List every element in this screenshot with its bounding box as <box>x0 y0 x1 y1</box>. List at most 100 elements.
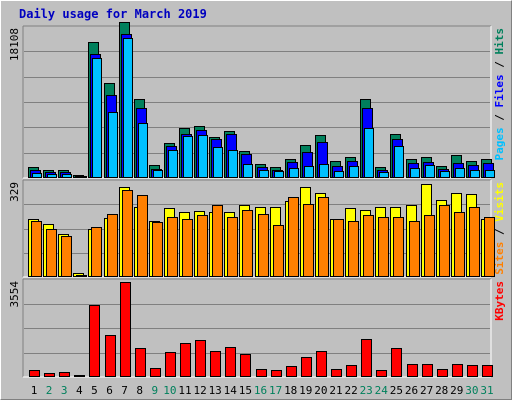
bar-sites-day-25 <box>393 217 404 277</box>
bar-pages-day-13 <box>213 147 223 178</box>
legend-part: KBytes <box>493 281 506 321</box>
x-tick-label-day-22: 22 <box>344 384 357 397</box>
x-tick-label-day-8: 8 <box>136 384 143 397</box>
x-tick-label-day-28: 28 <box>435 384 448 397</box>
bar-kbytes-day-7 <box>120 282 131 377</box>
bar-kbytes-day-18 <box>286 366 297 377</box>
x-tick-label-day-2: 2 <box>46 384 53 397</box>
x-tick-label-day-20: 20 <box>314 384 327 397</box>
bar-sites-day-13 <box>212 205 223 277</box>
x-tick-label-day-29: 29 <box>450 384 463 397</box>
bar-kbytes-day-28 <box>437 369 448 377</box>
bar-sites-day-21 <box>333 219 344 277</box>
bar-pages-day-12 <box>198 135 208 178</box>
bar-pages-day-31 <box>485 170 495 178</box>
bar-pages-day-19 <box>304 166 314 178</box>
legend-part: Visits <box>493 182 506 222</box>
bar-sites-day-26 <box>409 221 420 277</box>
bar-kbytes-day-6 <box>105 335 116 377</box>
bar-sites-day-22 <box>348 221 359 277</box>
bar-kbytes-day-29 <box>452 364 463 377</box>
bar-pages-day-6 <box>108 112 118 178</box>
bar-pages-day-9 <box>153 170 163 178</box>
bar-pages-day-20 <box>319 164 329 178</box>
bar-sites-day-28 <box>439 205 450 277</box>
bar-kbytes-day-1 <box>29 370 40 377</box>
bar-pages-day-30 <box>470 170 480 178</box>
bar-kbytes-day-4 <box>74 375 85 377</box>
bar-kbytes-day-16 <box>256 369 267 377</box>
bar-pages-day-23 <box>364 128 374 178</box>
bar-sites-day-6 <box>107 214 118 277</box>
bar-sites-day-5 <box>91 227 102 277</box>
x-tick-label-day-10: 10 <box>163 384 176 397</box>
bar-kbytes-day-20 <box>316 351 327 377</box>
y-max-label-hits-files-pages: 18108 <box>8 28 21 61</box>
bar-sites-day-14 <box>227 217 238 277</box>
x-tick-label-day-1: 1 <box>31 384 38 397</box>
bar-kbytes-day-3 <box>59 372 70 377</box>
bar-pages-day-1 <box>32 173 42 178</box>
bar-kbytes-day-12 <box>195 340 206 377</box>
legend-part: Hits <box>493 28 506 55</box>
x-tick-label-day-27: 27 <box>420 384 433 397</box>
bar-pages-day-17 <box>274 171 284 178</box>
x-tick-label-day-19: 19 <box>299 384 312 397</box>
bar-pages-day-21 <box>334 171 344 178</box>
chart-title: Daily usage for March 2019 <box>19 7 207 21</box>
bar-pages-day-15 <box>243 164 253 178</box>
bar-pages-day-25 <box>394 146 404 178</box>
x-tick-label-day-4: 4 <box>76 384 83 397</box>
series-legend-sites-visits: Sites / Visits <box>493 182 506 275</box>
bar-pages-day-2 <box>47 174 57 178</box>
bar-pages-day-7 <box>123 38 133 178</box>
bar-kbytes-day-5 <box>89 305 100 377</box>
x-tick-label-day-16: 16 <box>254 384 267 397</box>
bar-kbytes-day-15 <box>240 354 251 377</box>
y-max-label-sites-visits: 329 <box>8 182 21 202</box>
x-tick-label-day-23: 23 <box>360 384 373 397</box>
bar-sites-day-8 <box>137 195 148 277</box>
bar-pages-day-28 <box>440 171 450 178</box>
bar-pages-day-14 <box>228 150 238 178</box>
bar-kbytes-day-26 <box>407 364 418 377</box>
x-tick-label-day-11: 11 <box>178 384 191 397</box>
bar-sites-day-12 <box>197 215 208 277</box>
bar-kbytes-day-21 <box>331 369 342 377</box>
bar-sites-day-17 <box>273 225 284 277</box>
bar-kbytes-day-25 <box>391 348 402 377</box>
bar-kbytes-day-31 <box>482 365 493 377</box>
bar-pages-day-22 <box>349 166 359 178</box>
bar-kbytes-day-2 <box>44 373 55 377</box>
bar-kbytes-day-17 <box>271 370 282 377</box>
bar-sites-day-31 <box>484 217 495 277</box>
bar-kbytes-day-14 <box>225 347 236 377</box>
bar-pages-day-10 <box>168 150 178 178</box>
bar-kbytes-day-22 <box>346 365 357 377</box>
bar-sites-day-7 <box>122 190 133 277</box>
bar-kbytes-day-11 <box>180 343 191 377</box>
legend-part: / <box>493 55 506 75</box>
x-tick-label-day-9: 9 <box>151 384 158 397</box>
x-tick-label-day-12: 12 <box>193 384 206 397</box>
x-tick-label-day-31: 31 <box>480 384 493 397</box>
bar-sites-day-15 <box>242 210 253 277</box>
bar-sites-day-9 <box>152 222 163 277</box>
legend-part: / <box>493 222 506 242</box>
bar-kbytes-day-9 <box>150 368 161 377</box>
bar-sites-day-16 <box>258 214 269 277</box>
bar-sites-day-1 <box>31 221 42 277</box>
bar-sites-day-2 <box>46 229 57 277</box>
bar-sites-day-20 <box>318 197 329 277</box>
bar-sites-day-18 <box>288 197 299 277</box>
x-tick-label-day-13: 13 <box>209 384 222 397</box>
bar-sites-day-24 <box>378 217 389 277</box>
bar-sites-day-3 <box>61 236 72 277</box>
bar-kbytes-day-19 <box>301 357 312 377</box>
bar-kbytes-day-23 <box>361 339 372 377</box>
bar-pages-day-8 <box>138 123 148 178</box>
x-tick-label-day-21: 21 <box>329 384 342 397</box>
x-tick-label-day-14: 14 <box>224 384 238 397</box>
